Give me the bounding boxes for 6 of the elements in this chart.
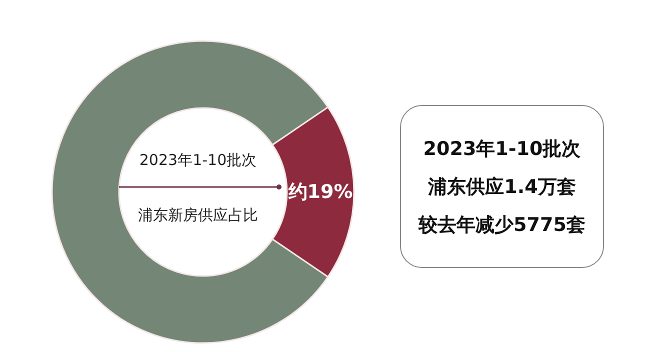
text: 2023年1-10批次	[423, 136, 581, 162]
text: 浦东新房供应占比	[138, 206, 258, 224]
text: 较去年减少5775套	[418, 212, 586, 238]
text: 浦东供应1.4万套	[428, 174, 576, 200]
text: 2023年1-10批次	[139, 151, 257, 169]
data-label: 约19%	[287, 181, 353, 203]
